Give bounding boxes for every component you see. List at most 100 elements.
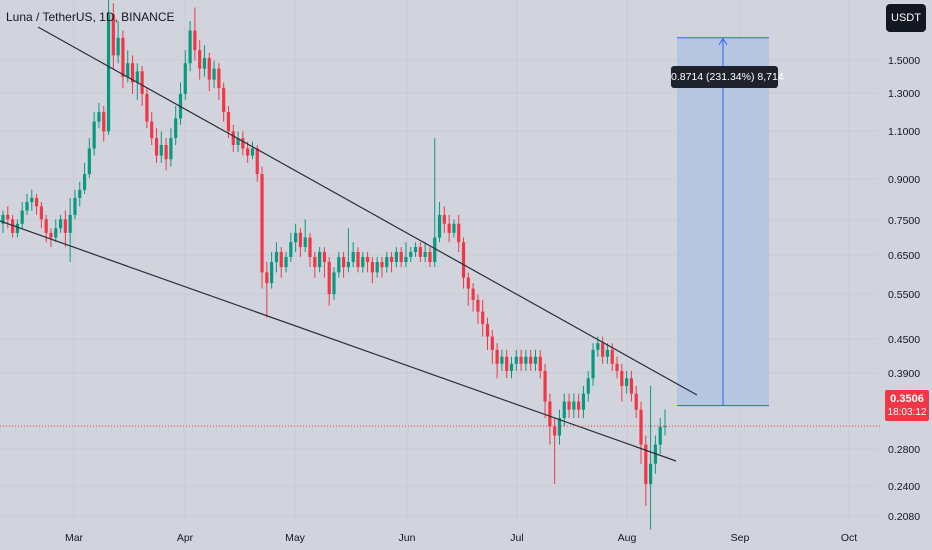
candle[interactable] [495, 343, 499, 379]
candle[interactable] [97, 102, 101, 129]
candle[interactable] [361, 251, 365, 273]
candle[interactable] [649, 385, 653, 530]
candle[interactable] [500, 349, 504, 371]
candle[interactable] [49, 228, 53, 248]
candle[interactable] [418, 242, 422, 262]
candle[interactable] [591, 343, 595, 386]
candle[interactable] [217, 63, 221, 100]
candle[interactable] [529, 349, 533, 371]
candle[interactable] [154, 128, 159, 163]
candle[interactable] [514, 349, 518, 371]
candle[interactable] [423, 242, 427, 262]
candle[interactable] [145, 88, 149, 129]
candle[interactable] [452, 219, 456, 238]
candle[interactable] [169, 128, 173, 167]
candle[interactable] [380, 256, 384, 278]
candle[interactable] [298, 228, 303, 257]
candle[interactable] [385, 251, 389, 273]
candle[interactable] [663, 409, 667, 436]
candle[interactable] [413, 242, 418, 257]
candle[interactable] [294, 223, 298, 252]
candle[interactable] [553, 418, 557, 485]
x-axis[interactable]: Mar Apr May Jun Jul Aug Sep Oct [65, 532, 857, 544]
candle[interactable] [389, 251, 394, 273]
candle[interactable] [629, 370, 634, 402]
candle[interactable] [308, 232, 312, 268]
candle[interactable] [634, 385, 638, 419]
candle[interactable] [183, 50, 187, 100]
candle[interactable] [73, 189, 77, 220]
candle[interactable] [351, 242, 355, 268]
candle[interactable] [150, 112, 154, 145]
candle[interactable] [509, 356, 514, 379]
candle[interactable] [601, 336, 605, 364]
candle[interactable] [346, 228, 350, 273]
candle[interactable] [178, 82, 183, 125]
candle[interactable] [54, 219, 58, 243]
candle[interactable] [399, 247, 403, 268]
candle[interactable] [188, 21, 192, 72]
candle[interactable] [63, 210, 67, 248]
candle[interactable] [111, 3, 115, 69]
candle[interactable] [375, 256, 379, 278]
candle[interactable] [644, 435, 648, 506]
candle[interactable] [159, 131, 163, 163]
candle[interactable] [193, 7, 197, 61]
candle[interactable] [116, 21, 120, 64]
candle[interactable] [543, 363, 547, 419]
candle[interactable] [605, 343, 610, 364]
candle[interactable] [577, 393, 581, 419]
candle[interactable] [625, 370, 629, 394]
candle[interactable] [39, 202, 43, 229]
candle[interactable] [322, 247, 327, 278]
candle[interactable] [289, 232, 293, 262]
candle[interactable] [370, 256, 374, 284]
candle[interactable] [505, 349, 509, 379]
candle[interactable] [586, 370, 590, 402]
candle[interactable] [471, 283, 475, 312]
candle[interactable] [615, 356, 619, 379]
candle[interactable] [404, 242, 408, 268]
candle[interactable] [207, 52, 211, 92]
candle[interactable] [68, 197, 72, 262]
candle[interactable] [231, 124, 235, 153]
candle[interactable] [639, 401, 643, 464]
candle[interactable] [356, 247, 360, 273]
candle[interactable] [164, 138, 168, 171]
candle[interactable] [658, 418, 662, 455]
candle[interactable] [466, 272, 470, 306]
candle[interactable] [581, 385, 586, 419]
candle[interactable] [332, 267, 336, 300]
candle[interactable] [481, 299, 485, 337]
candle[interactable] [102, 105, 106, 142]
candle[interactable] [279, 247, 283, 278]
candle[interactable] [365, 251, 370, 273]
candle[interactable] [20, 202, 24, 229]
candle[interactable] [572, 393, 576, 419]
candle[interactable] [130, 55, 135, 94]
currency-button[interactable]: USDT [886, 4, 926, 32]
candle[interactable] [270, 251, 274, 289]
candle[interactable] [198, 40, 202, 80]
candle[interactable] [461, 237, 466, 289]
candle[interactable] [428, 247, 432, 268]
candle[interactable] [6, 206, 10, 229]
candle[interactable] [212, 60, 216, 89]
candle[interactable] [34, 193, 39, 215]
candle[interactable] [87, 138, 91, 178]
candle[interactable] [394, 247, 398, 268]
candle[interactable] [327, 256, 331, 306]
candle[interactable] [15, 219, 19, 238]
candle[interactable] [538, 349, 542, 379]
candle[interactable] [524, 349, 528, 371]
candle[interactable] [447, 214, 451, 243]
candle[interactable] [250, 141, 255, 160]
candle[interactable] [548, 393, 552, 445]
candle[interactable] [533, 349, 538, 371]
candle[interactable] [260, 166, 264, 289]
candle[interactable] [106, 0, 111, 135]
candle[interactable] [337, 251, 341, 278]
candle[interactable] [140, 65, 144, 106]
candle[interactable] [30, 189, 34, 211]
